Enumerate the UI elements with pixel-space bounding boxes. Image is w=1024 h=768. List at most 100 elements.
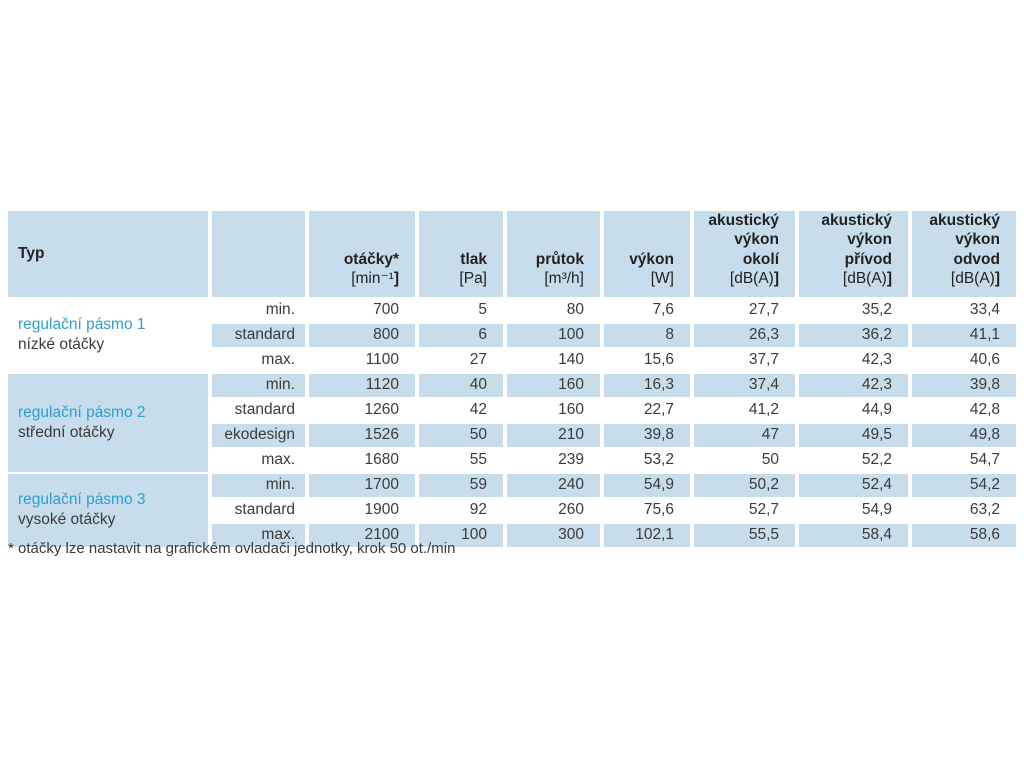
value-cell: 54,7 (912, 448, 1016, 472)
value-cell: 1260 (309, 398, 415, 422)
value-cell: 5 (419, 298, 503, 322)
table-row: standard 800 6 100 8 26,3 36,2 41,1 (8, 323, 1016, 347)
typ-label: Typ (18, 245, 45, 263)
value-cell: 41,2 (694, 398, 795, 422)
value-cell: 260 (507, 498, 600, 522)
value-cell: 1700 (309, 473, 415, 497)
group-desc: střední otáčky (18, 423, 115, 441)
value-cell: 52,2 (799, 448, 908, 472)
value-cell: 2100 (309, 523, 415, 547)
value-cell: 63,2 (912, 498, 1016, 522)
table-row: standard 1900 92 260 75,6 52,7 54,9 63,2 (8, 498, 1016, 522)
value-cell: 1100 (309, 348, 415, 372)
value-cell: 92 (419, 498, 503, 522)
value-cell: 42 (419, 398, 503, 422)
row-label-cell: standard (212, 323, 305, 347)
group-cell-pasmo-3: regulační pásmo 3 vysoké otáčky (8, 473, 208, 547)
table-row: max. 1680 55 239 53,2 50 52,2 54,7 (8, 448, 1016, 472)
value-cell: 58,6 (912, 523, 1016, 547)
spec-table: Typ otáčky* [min⁻¹] tlak [Pa] průtok [m³… (4, 209, 1020, 549)
value-cell: 52,7 (694, 498, 795, 522)
value-cell: 50 (419, 423, 503, 447)
group-desc: vysoké otáčky (18, 511, 116, 528)
row-label-cell: max. (212, 348, 305, 372)
value-cell: 54,9 (799, 498, 908, 522)
table-row: ekodesign 1526 50 210 39,8 47 49,5 49,8 (8, 423, 1016, 447)
value-cell: 50,2 (694, 473, 795, 497)
value-cell: 40,6 (912, 348, 1016, 372)
value-cell: 52,4 (799, 473, 908, 497)
value-cell: 27 (419, 348, 503, 372)
value-cell: 240 (507, 473, 600, 497)
column-header-tlak: tlak [Pa] (419, 211, 503, 297)
value-cell: 39,8 (604, 423, 690, 447)
value-cell: 54,9 (604, 473, 690, 497)
column-header-typ: Typ (8, 211, 208, 297)
value-cell: 1900 (309, 498, 415, 522)
column-header-akusticky-privod: akustický výkon přívod [dB(A)] (799, 211, 908, 297)
value-cell: 6 (419, 323, 503, 347)
value-cell: 100 (507, 323, 600, 347)
row-label-cell: standard (212, 398, 305, 422)
header-row: Typ otáčky* [min⁻¹] tlak [Pa] průtok [m³… (8, 211, 1016, 297)
value-cell: 47 (694, 423, 795, 447)
value-cell: 80 (507, 298, 600, 322)
value-cell: 36,2 (799, 323, 908, 347)
value-cell: 1526 (309, 423, 415, 447)
value-cell: 75,6 (604, 498, 690, 522)
table-row: regulační pásmo 1 nízké otáčky min. 700 … (8, 298, 1016, 372)
row-label-cell: standard (212, 498, 305, 522)
column-header-akusticky-odvod: akustický výkon odvod [dB(A)] (912, 211, 1016, 297)
value-cell: 7,6 (604, 298, 690, 322)
value-cell: 27,7 (694, 298, 795, 322)
value-cell: 102,1 (604, 523, 690, 547)
value-cell: 26,3 (694, 323, 795, 347)
value-cell: 42,8 (912, 398, 1016, 422)
value-cell: 50 (694, 448, 795, 472)
value-cell: 160 (507, 373, 600, 397)
value-cell: 300 (507, 523, 600, 547)
value-cell: 37,4 (694, 373, 795, 397)
value-cell: 160 (507, 398, 600, 422)
table-row: max. 1100 27 140 15,6 37,7 42,3 40,6 (8, 348, 1016, 372)
row-label-cell: max. (212, 448, 305, 472)
value-cell: 42,3 (799, 373, 908, 397)
value-cell: 1120 (309, 373, 415, 397)
group-desc: nízké otáčky (18, 336, 105, 353)
value-cell: 40 (419, 373, 503, 397)
value-cell: 58,4 (799, 523, 908, 547)
column-header-prutok: průtok [m³/h] (507, 211, 600, 297)
value-cell: 59 (419, 473, 503, 497)
value-cell: 49,8 (912, 423, 1016, 447)
value-cell: 33,4 (912, 298, 1016, 322)
row-label-cell: max. (212, 523, 305, 547)
value-cell: 1680 (309, 448, 415, 472)
table-row: regulační pásmo 2 střední otáčky min. 11… (8, 373, 1016, 472)
value-cell: 22,7 (604, 398, 690, 422)
value-cell: 8 (604, 323, 690, 347)
group-name: regulační pásmo 2 (18, 403, 146, 421)
row-label-cell: min. (212, 298, 305, 322)
value-cell: 54,2 (912, 473, 1016, 497)
column-header-empty (212, 211, 305, 297)
table-row: standard 1260 42 160 22,7 41,2 44,9 42,8 (8, 398, 1016, 422)
value-cell: 37,7 (694, 348, 795, 372)
value-cell: 35,2 (799, 298, 908, 322)
row-label-cell: ekodesign (212, 423, 305, 447)
spec-table-container: Typ otáčky* [min⁻¹] tlak [Pa] průtok [m³… (4, 209, 1020, 549)
table-row: regulační pásmo 3 vysoké otáčky min. 170… (8, 473, 1016, 547)
group-name: regulační pásmo 3 (18, 491, 146, 508)
value-cell: 239 (507, 448, 600, 472)
value-cell: 55,5 (694, 523, 795, 547)
value-cell: 55 (419, 448, 503, 472)
value-cell: 39,8 (912, 373, 1016, 397)
value-cell: 140 (507, 348, 600, 372)
value-cell: 210 (507, 423, 600, 447)
group-name: regulační pásmo 1 (18, 316, 146, 333)
value-cell: 42,3 (799, 348, 908, 372)
value-cell: 44,9 (799, 398, 908, 422)
group-cell-pasmo-2: regulační pásmo 2 střední otáčky (8, 373, 208, 472)
value-cell: 15,6 (604, 348, 690, 372)
value-cell: 16,3 (604, 373, 690, 397)
column-header-vykon: výkon [W] (604, 211, 690, 297)
